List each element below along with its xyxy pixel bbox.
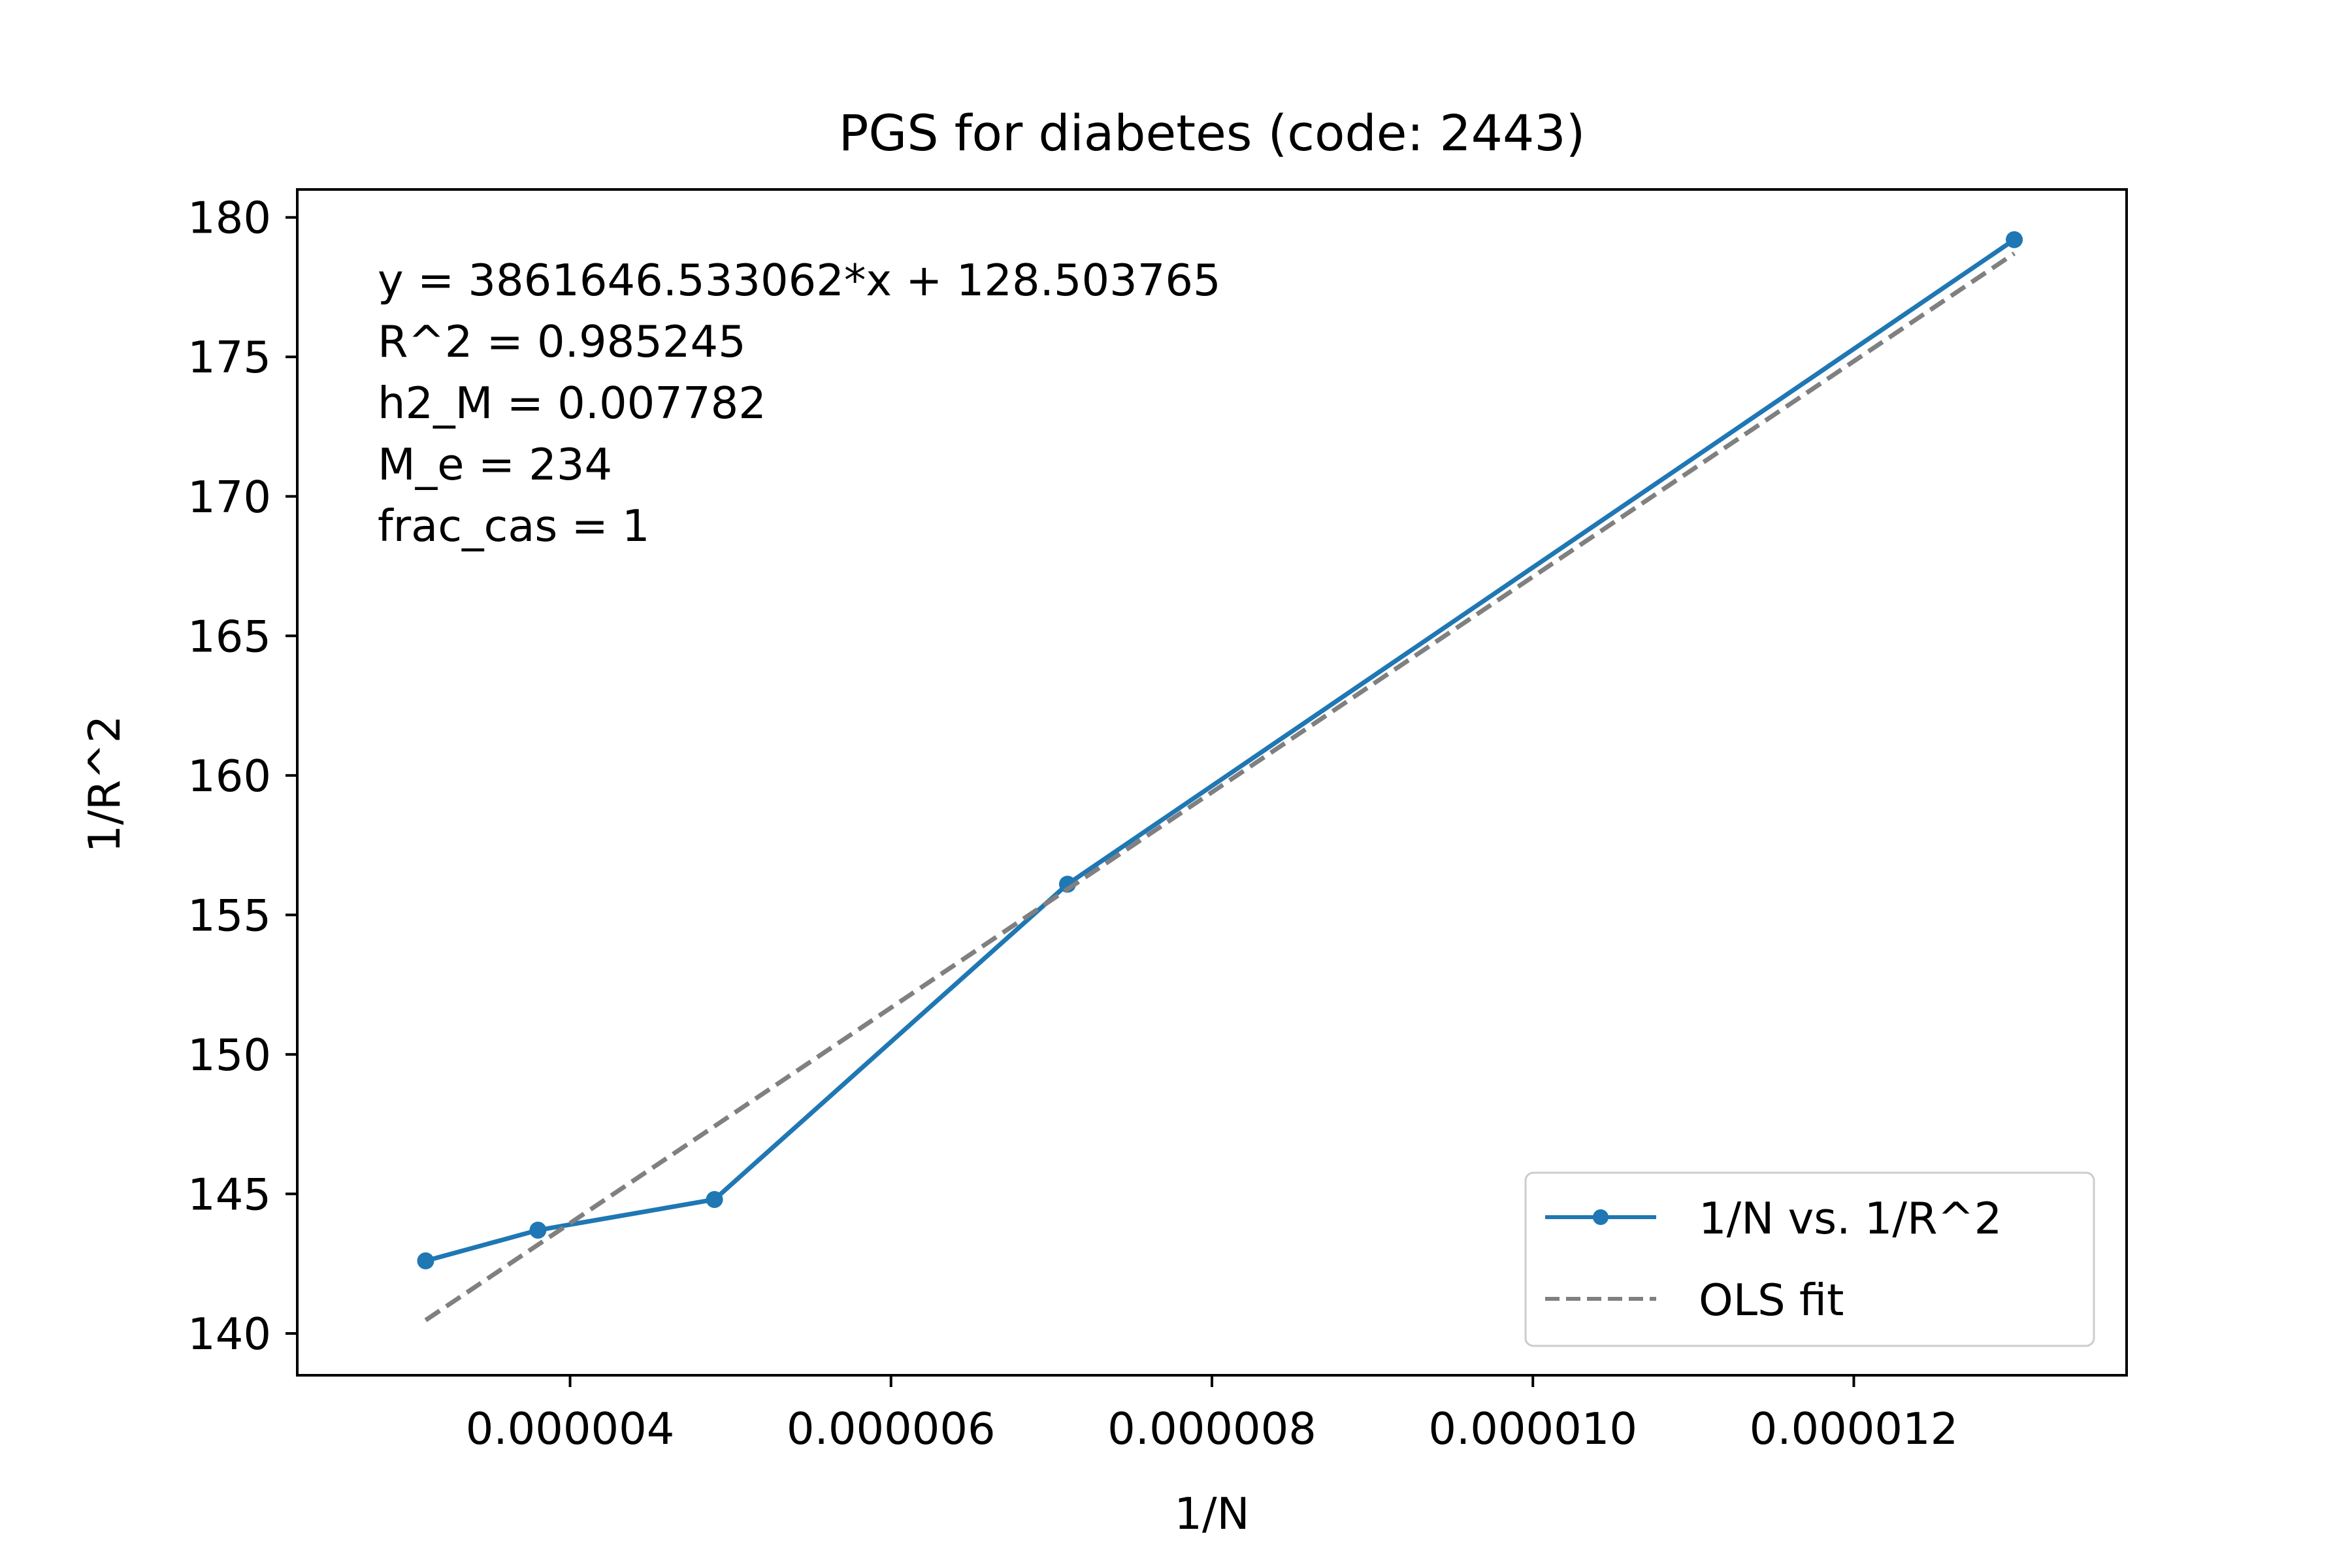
y-tick-label: 180 <box>188 193 271 244</box>
plot-area <box>417 231 2023 1322</box>
annotation-me: M_e = 234 <box>378 439 612 490</box>
y-tick-label: 150 <box>188 1030 271 1081</box>
ols-fit-line <box>424 252 2016 1322</box>
fit-annotation: y = 3861646.533062*x + 128.503765 R^2 = … <box>378 255 1221 551</box>
x-tick-label: 0.000010 <box>1428 1403 1637 1454</box>
x-tick-label: 0.000012 <box>1750 1403 1959 1454</box>
legend-frame <box>1524 1171 2095 1347</box>
y-tick-label: 145 <box>188 1169 271 1220</box>
annotation-r2: R^2 = 0.985245 <box>378 316 746 367</box>
y-axis-ticks: 140 145 150 155 160 165 170 175 180 <box>188 193 297 1360</box>
axes-frame <box>296 188 2128 1377</box>
data-point <box>417 1252 434 1269</box>
y-tick-label: 170 <box>188 472 271 523</box>
annotation-equation: y = 3861646.533062*x + 128.503765 <box>378 255 1221 306</box>
chart-title: PGS for diabetes (code: 2443) <box>839 104 1586 162</box>
x-tick-label: 0.000006 <box>787 1403 996 1454</box>
data-point <box>529 1221 547 1239</box>
legend: 1/N vs. 1/R^2 OLS fit <box>1524 1171 2095 1347</box>
x-tick-label: 0.000008 <box>1107 1403 1316 1454</box>
legend-label-series: 1/N vs. 1/R^2 <box>1699 1193 2002 1244</box>
legend-marker-series <box>1593 1209 1609 1225</box>
data-point <box>2006 231 2023 248</box>
x-axis-label: 1/N <box>1174 1488 1249 1539</box>
x-axis-ticks: 0.000004 0.000006 0.000008 0.000010 0.000012 <box>466 1375 1959 1454</box>
y-tick-label: 155 <box>188 890 271 941</box>
y-tick-label: 160 <box>188 751 271 802</box>
y-tick-label: 140 <box>188 1309 271 1360</box>
annotation-frac-cas: frac_cas = 1 <box>378 500 650 551</box>
y-axis-label: 1/R^2 <box>79 715 130 853</box>
annotation-h2m: h2_M = 0.007782 <box>378 378 766 429</box>
y-tick-label: 175 <box>188 332 271 383</box>
x-tick-label: 0.000004 <box>466 1403 675 1454</box>
data-point <box>706 1190 723 1208</box>
legend-label-fit: OLS fit <box>1699 1275 1844 1326</box>
y-tick-label: 165 <box>188 611 271 662</box>
